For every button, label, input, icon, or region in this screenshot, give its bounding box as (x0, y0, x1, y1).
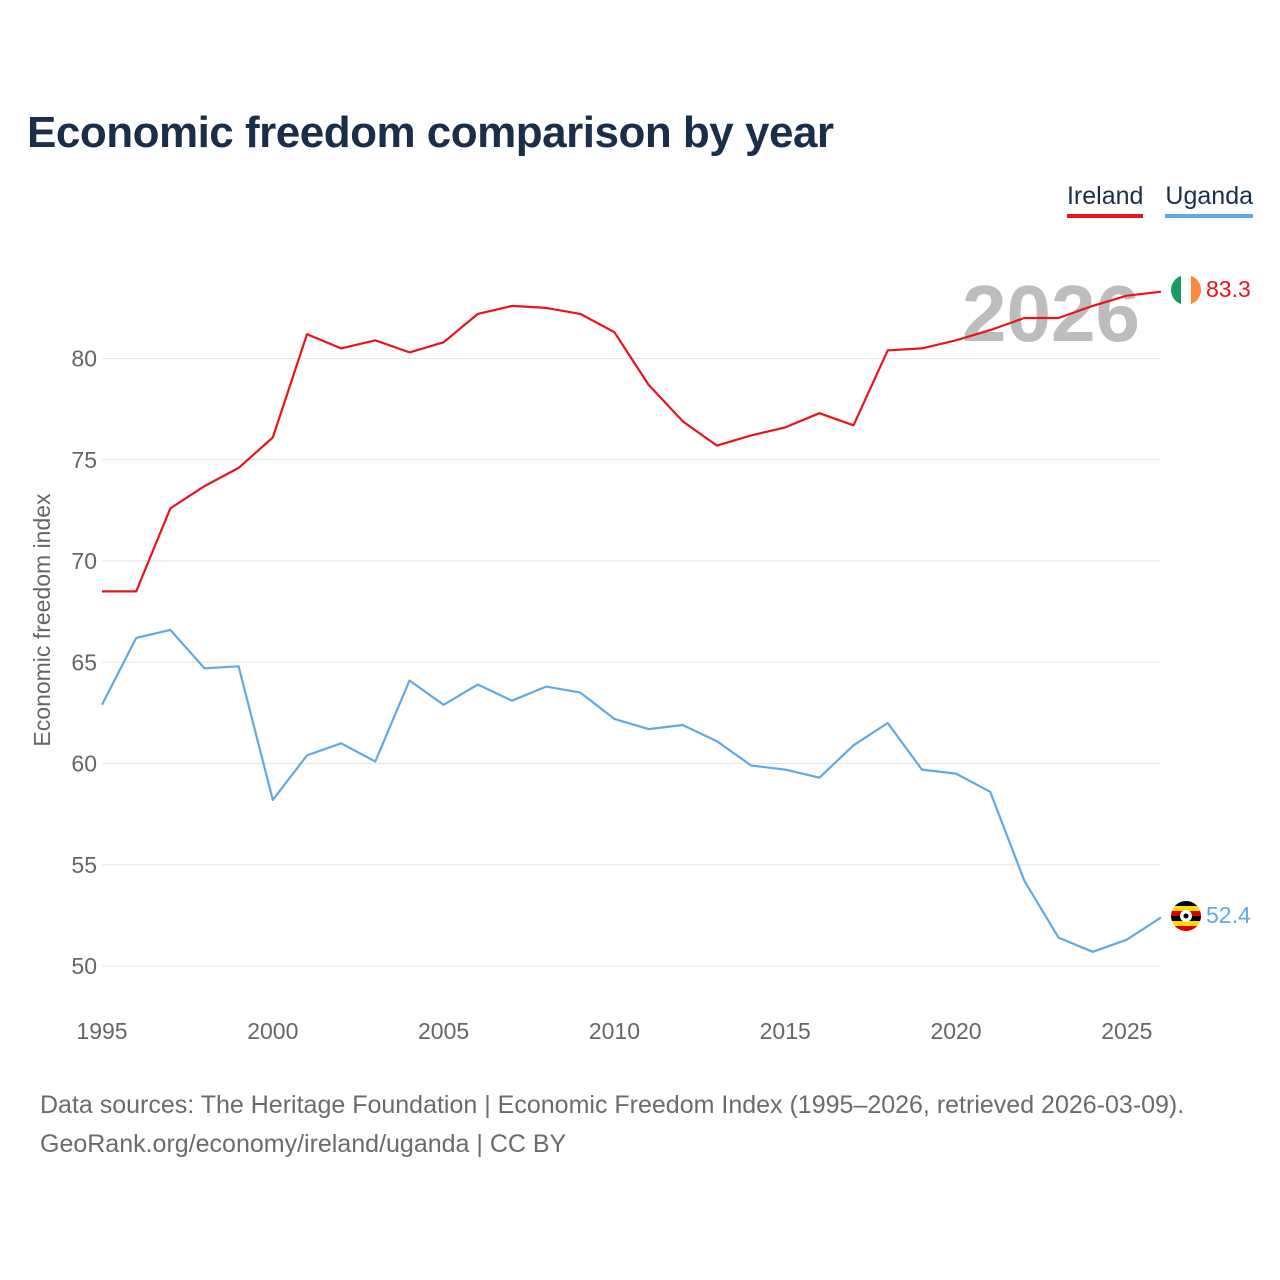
series-lines (101, 290, 1162, 953)
x-tick-label: 2020 (930, 1018, 981, 1044)
y-axis-ticks: 50 55 60 65 70 75 80 (71, 346, 97, 980)
y-tick-label: 70 (71, 548, 97, 574)
x-tick-label: 2000 (247, 1018, 298, 1044)
chart-title: Economic freedom comparison by year (27, 108, 834, 157)
legend-item-ireland[interactable]: Ireland (1066, 182, 1144, 218)
y-tick-label: 75 (71, 447, 97, 473)
y-tick-label: 60 (71, 751, 97, 777)
y-tick-label: 80 (71, 346, 97, 372)
ireland-flag-icon (1171, 275, 1201, 305)
legend: Ireland Uganda (1066, 182, 1253, 218)
uganda-end-value: 52.4 (1206, 902, 1251, 928)
ireland-end-value: 83.3 (1206, 276, 1251, 302)
legend-item-uganda[interactable]: Uganda (1165, 182, 1253, 218)
y-tick-label: 50 (71, 953, 97, 979)
uganda-flag-icon (1171, 901, 1201, 931)
x-tick-label: 2015 (760, 1018, 811, 1044)
x-tick-label: 2005 (418, 1018, 469, 1044)
x-tick-label: 2010 (589, 1018, 640, 1044)
footer-source: Data sources: The Heritage Foundation | … (40, 1091, 1185, 1119)
series-line-uganda[interactable] (101, 628, 1162, 953)
footer-link[interactable]: GeoRank.org/economy/ireland/uganda | CC … (40, 1130, 567, 1158)
footer: Data sources: The Heritage Foundation | … (40, 1086, 1184, 1164)
series-line-ireland[interactable] (102, 290, 1162, 593)
x-axis-ticks: 1995 2000 2005 2010 2015 2020 2025 (76, 1018, 1152, 1044)
x-tick-label: 2025 (1101, 1018, 1152, 1044)
y-tick-label: 55 (71, 852, 97, 878)
grid-lines (102, 358, 1161, 967)
y-axis-label: Economic freedom index (29, 493, 55, 747)
y-tick-label: 65 (71, 649, 97, 675)
line-chart: 50 55 60 65 70 75 80 1995 2000 2005 2010 2015 2020 2… (29, 269, 1251, 1044)
year-watermark: 2026 (962, 269, 1140, 358)
x-tick-label: 1995 (76, 1018, 127, 1044)
